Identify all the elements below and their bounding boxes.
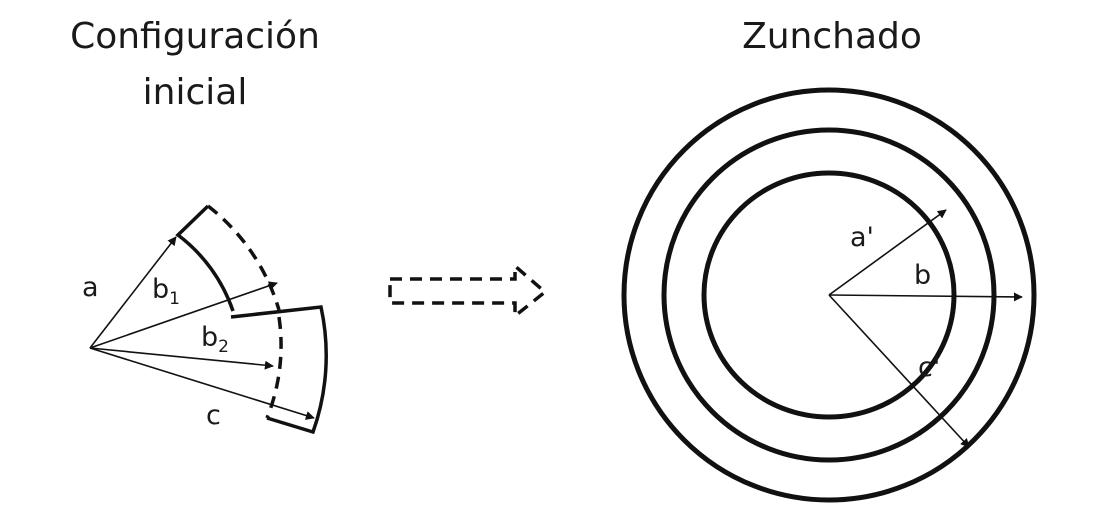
inner-ring: [701, 170, 957, 420]
label-c: c: [206, 400, 221, 431]
radius-c-prime-arrow: [828, 294, 970, 448]
label-a-prime: a': [850, 222, 874, 253]
label-a: a: [82, 272, 99, 303]
radius-b1-arrow: [89, 281, 278, 349]
transition-dashed-arrow-icon: [388, 262, 548, 320]
outer-cylinder-outline: [230, 305, 328, 435]
radius-a-arrow: [89, 236, 177, 349]
initial-configuration-title-line2: inicial: [143, 72, 248, 113]
radius-a-prime-arrow: [828, 209, 947, 296]
radius-b-arrow: [828, 292, 1023, 302]
outer-ring: [621, 87, 1037, 503]
initial-configuration-title-line1: Configuración: [70, 16, 320, 57]
label-b1: b1: [152, 274, 180, 309]
label-c-prime: c': [918, 352, 940, 383]
radius-b2-arrow: [89, 347, 274, 370]
shrink-fit-panel: Zunchado a' b c': [621, 16, 1037, 503]
initial-configuration-panel: Configuración inicial a b1 b2 c: [70, 16, 328, 435]
inner-cylinder-outer-dashed-arc: [206, 204, 281, 311]
label-b: b: [914, 260, 931, 291]
shrink-fit-title: Zunchado: [742, 16, 922, 57]
middle-ring: [661, 127, 997, 463]
outer-cylinder-inner-dashed-arc: [265, 316, 283, 419]
label-b2: b2: [201, 322, 229, 357]
inner-cylinder-outline: [175, 204, 235, 312]
radius-c-arrow: [89, 347, 315, 420]
